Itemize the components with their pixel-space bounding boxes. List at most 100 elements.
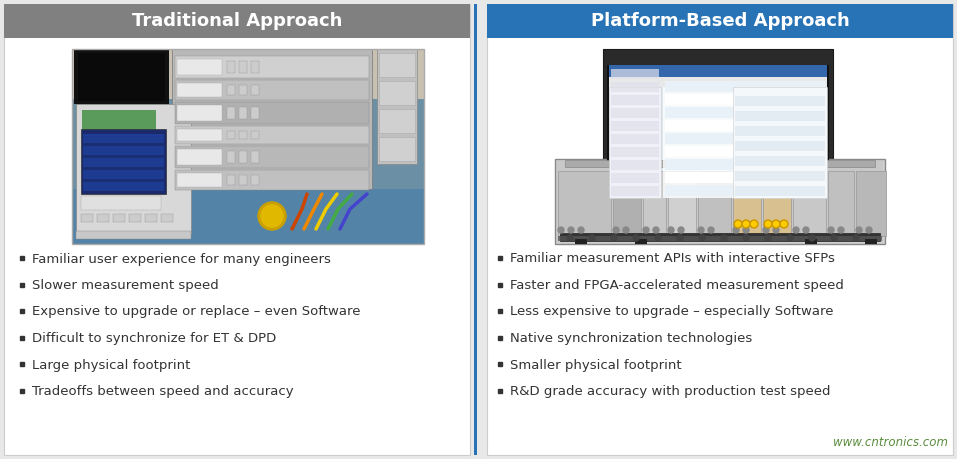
Circle shape	[558, 227, 564, 233]
Bar	[635, 239, 647, 244]
Circle shape	[611, 235, 617, 241]
Bar	[643, 171, 666, 236]
Bar	[557, 161, 883, 242]
Bar	[4, 4, 470, 455]
Bar	[83, 134, 164, 143]
Text: Faster and FPGA-accelerated measurement speed: Faster and FPGA-accelerated measurement …	[510, 279, 844, 292]
Bar	[565, 160, 875, 167]
Circle shape	[721, 235, 727, 241]
Circle shape	[698, 227, 704, 233]
Circle shape	[773, 222, 778, 226]
Bar	[76, 104, 166, 139]
Bar	[161, 214, 173, 222]
Bar	[72, 49, 424, 99]
Circle shape	[856, 227, 862, 233]
Circle shape	[838, 227, 844, 233]
Text: Slower measurement speed: Slower measurement speed	[32, 279, 219, 292]
Text: Tradeoffs between speed and accuracy: Tradeoffs between speed and accuracy	[32, 385, 294, 398]
Bar	[81, 214, 93, 222]
Bar	[239, 175, 247, 185]
Circle shape	[567, 235, 573, 241]
Circle shape	[677, 235, 683, 241]
Bar	[611, 186, 659, 196]
Bar	[611, 147, 659, 157]
Bar	[611, 82, 659, 92]
Circle shape	[772, 220, 780, 228]
Bar	[609, 77, 827, 87]
Bar	[611, 69, 659, 79]
Bar	[379, 81, 415, 105]
Bar	[665, 172, 825, 183]
Bar	[603, 49, 833, 204]
Circle shape	[736, 222, 741, 226]
Bar	[97, 214, 109, 222]
Bar	[611, 121, 659, 131]
Bar	[129, 214, 141, 222]
Bar	[805, 239, 817, 244]
Circle shape	[653, 227, 659, 233]
Bar	[665, 81, 825, 92]
Bar	[865, 239, 877, 244]
Circle shape	[699, 235, 705, 241]
Circle shape	[751, 222, 756, 226]
Bar	[251, 151, 259, 163]
Bar	[665, 185, 825, 196]
Bar	[83, 158, 164, 167]
Bar	[575, 239, 587, 244]
Circle shape	[764, 220, 772, 228]
Bar	[81, 129, 166, 194]
Bar	[251, 175, 259, 185]
Bar	[560, 233, 880, 241]
Bar	[72, 189, 424, 244]
Bar	[177, 129, 222, 141]
Bar	[379, 137, 415, 161]
Bar	[177, 105, 222, 121]
Bar	[609, 87, 661, 198]
Bar	[175, 102, 369, 124]
Bar	[665, 133, 825, 144]
Circle shape	[668, 227, 674, 233]
Bar	[227, 175, 235, 185]
Bar	[611, 95, 659, 105]
Circle shape	[831, 235, 837, 241]
Bar	[487, 4, 953, 38]
Bar	[613, 171, 641, 236]
Bar	[113, 214, 125, 222]
Bar	[177, 173, 222, 187]
Circle shape	[763, 227, 769, 233]
Bar	[555, 159, 885, 244]
Text: Large physical footprint: Large physical footprint	[32, 358, 190, 371]
Bar	[607, 65, 829, 200]
Bar	[239, 107, 247, 119]
Bar	[175, 170, 369, 190]
Bar	[251, 85, 259, 95]
Bar	[177, 59, 222, 75]
Bar	[735, 126, 825, 136]
Bar	[83, 146, 164, 155]
Circle shape	[743, 235, 749, 241]
Bar	[735, 141, 825, 151]
Bar	[611, 108, 659, 118]
Circle shape	[787, 235, 793, 241]
Bar	[665, 107, 825, 118]
Circle shape	[782, 222, 787, 226]
Bar	[609, 65, 827, 77]
Circle shape	[708, 227, 714, 233]
Bar	[665, 120, 825, 131]
Text: Familiar measurement APIs with interactive SFPs: Familiar measurement APIs with interacti…	[510, 252, 835, 265]
Bar	[175, 146, 369, 168]
Bar	[558, 171, 611, 236]
Circle shape	[258, 202, 286, 230]
Circle shape	[803, 227, 809, 233]
Bar	[673, 224, 763, 232]
Circle shape	[633, 235, 639, 241]
Text: Smaller physical footprint: Smaller physical footprint	[510, 358, 681, 371]
Bar	[733, 171, 761, 236]
Bar	[733, 87, 827, 198]
Circle shape	[853, 235, 859, 241]
Bar	[487, 4, 953, 455]
Circle shape	[766, 222, 770, 226]
Bar	[735, 171, 825, 181]
Circle shape	[793, 227, 799, 233]
Bar	[251, 131, 259, 139]
